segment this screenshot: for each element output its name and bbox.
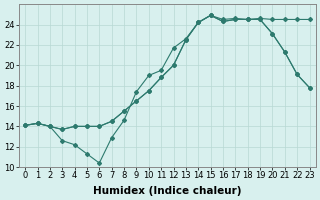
X-axis label: Humidex (Indice chaleur): Humidex (Indice chaleur) xyxy=(93,186,242,196)
